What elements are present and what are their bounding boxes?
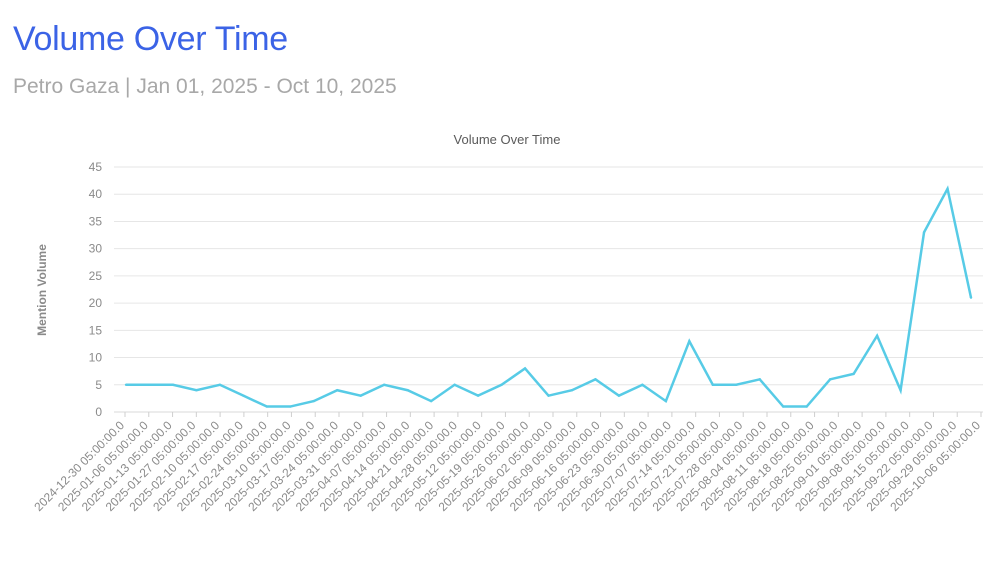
y-tick-label: 45 — [89, 160, 103, 174]
data-point — [782, 405, 785, 408]
data-point — [594, 378, 597, 381]
data-point — [500, 383, 503, 386]
data-point — [547, 394, 550, 397]
y-tick-label: 30 — [89, 242, 103, 256]
data-point — [852, 372, 855, 376]
data-point — [899, 389, 902, 392]
y-tick-label: 35 — [89, 214, 103, 228]
data-point — [218, 383, 222, 386]
data-point — [688, 340, 691, 343]
y-tick-label: 10 — [89, 351, 103, 365]
chart-title: Volume Over Time — [454, 132, 561, 147]
y-tick-label: 20 — [89, 296, 103, 310]
data-point — [289, 405, 292, 408]
data-point — [805, 405, 808, 408]
data-point — [124, 383, 128, 386]
data-point — [969, 296, 973, 299]
data-point — [406, 389, 409, 392]
data-point — [195, 389, 198, 392]
data-point — [453, 383, 456, 386]
data-point — [664, 399, 668, 403]
data-point — [148, 383, 151, 386]
data-point — [476, 394, 480, 397]
data-point — [922, 231, 926, 234]
series-layer — [124, 185, 973, 408]
data-point — [875, 334, 879, 337]
page-title: Volume Over Time — [13, 20, 288, 58]
data-point — [312, 399, 315, 403]
data-point — [617, 394, 621, 397]
data-point — [735, 383, 738, 386]
data-point — [382, 383, 386, 386]
data-point — [242, 394, 245, 397]
y-tick-label: 5 — [95, 378, 102, 392]
data-point — [570, 389, 574, 392]
data-point — [171, 383, 175, 386]
data-point — [265, 405, 269, 408]
data-point — [641, 383, 644, 386]
y-tick-label: 15 — [89, 323, 103, 337]
data-point — [429, 399, 433, 403]
page-subtitle: Petro Gaza | Jan 01, 2025 - Oct 10, 2025 — [13, 75, 397, 98]
y-axis-label: Mention Volume — [35, 244, 49, 336]
data-point — [711, 383, 715, 386]
data-point — [359, 394, 362, 397]
data-point — [523, 367, 527, 370]
data-point — [828, 378, 832, 381]
data-point — [758, 378, 761, 381]
y-axis-ticks: 0 5 10 15 20 25 30 35 40 45 — [89, 160, 103, 419]
y-tick-label: 0 — [95, 405, 102, 419]
y-tick-label: 25 — [89, 269, 103, 283]
data-point — [336, 389, 339, 392]
data-point — [946, 187, 949, 190]
y-tick-label: 40 — [89, 187, 103, 201]
